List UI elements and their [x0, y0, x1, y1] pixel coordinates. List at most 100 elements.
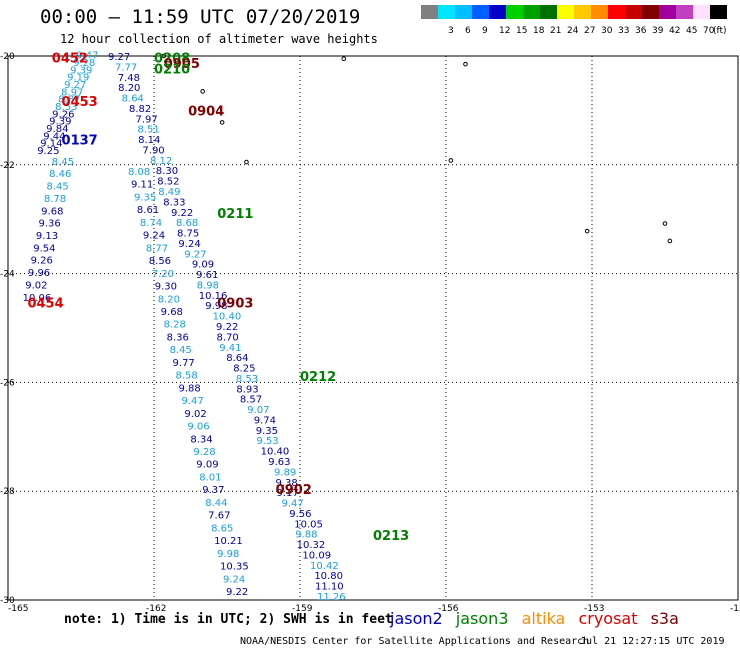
scale-swatch — [693, 5, 710, 19]
scale-label: 24 — [567, 26, 579, 36]
scale-label: 18 — [533, 26, 545, 36]
wave-height-value: 7.90 — [142, 145, 164, 156]
wave-height-value: 9.27 — [108, 52, 130, 63]
map-subtitle: 12 hour collection of altimeter wave hei… — [60, 32, 378, 46]
scale-swatch — [455, 5, 472, 19]
map-title: 00:00 – 11:59 UTC 07/20/2019 — [40, 6, 361, 28]
scale-swatch — [438, 5, 455, 19]
wave-height-value: 8.34 — [190, 434, 212, 445]
wave-height-value: 10.35 — [220, 562, 249, 573]
wave-height-value: 9.24 — [143, 231, 165, 242]
wave-height-value: 9.02 — [25, 280, 47, 291]
wave-height-value: 9.09 — [192, 260, 214, 271]
wave-height-value: 9.53 — [256, 436, 278, 447]
y-tick-label: -24 — [0, 270, 15, 280]
wave-height-value: 8.45 — [52, 157, 74, 168]
wave-height-value: 9.41 — [219, 343, 241, 354]
island-dot — [584, 228, 590, 234]
island-dot — [463, 61, 468, 67]
wave-height-value: 10.09 — [302, 550, 331, 561]
scale-swatch — [710, 5, 727, 19]
wave-height-value: 8.68 — [176, 218, 198, 229]
scale-label: 45 — [686, 26, 698, 36]
island-dot — [662, 221, 668, 226]
wave-height-value: 10.40 — [261, 447, 290, 458]
wave-height-value: 9.24 — [178, 239, 200, 250]
wave-height-value: 8.82 — [129, 104, 151, 115]
wave-height-value: 7.67 — [208, 511, 230, 522]
x-tick-label: -150 — [730, 604, 740, 614]
wave-height-value: 9.47 — [281, 499, 303, 510]
wave-height-value: 9.63 — [268, 457, 290, 468]
wave-height-value: 8.93 — [236, 384, 258, 395]
x-tick-label: -162 — [146, 604, 166, 614]
island-dot — [161, 53, 167, 59]
wave-height-value: 8.51 — [137, 125, 159, 136]
wave-height-value: 9.84 — [46, 124, 68, 135]
wave-height-value: 9.39 — [49, 117, 71, 128]
wave-height-value: 8.14 — [138, 135, 160, 146]
wave-height-value: 8.46 — [49, 169, 71, 180]
pass-time-label: 0903 — [217, 297, 253, 312]
wave-height-value: 8.49 — [158, 187, 180, 198]
scale-label: 42 — [669, 26, 681, 36]
wave-height-value: 10.21 — [214, 536, 243, 547]
wave-height-value: 8.30 — [156, 166, 178, 177]
wave-height-value: 9.36 — [39, 219, 61, 230]
island-dot — [200, 89, 205, 94]
scale-swatch — [608, 5, 625, 19]
wave-height-value: 9.56 — [289, 509, 311, 520]
pass-time-label: 0902 — [276, 483, 312, 498]
wave-height-value: 9.19 — [67, 73, 89, 84]
wave-height-value: 9.22 — [171, 208, 193, 219]
scale-label: 39 — [652, 26, 664, 36]
wave-height-value: 8.28 — [164, 320, 186, 331]
island-dot — [341, 56, 347, 62]
scale-swatch — [523, 5, 540, 19]
wave-height-value: 8.61 — [137, 205, 159, 216]
wave-height-value: 8.45 — [46, 182, 68, 193]
satellite-legend: jason2 jason3 altika cryosat s3a — [390, 609, 687, 628]
pass-time-label: 0904 — [188, 104, 224, 119]
scale-label: 15 — [516, 26, 528, 36]
scale-label: 36 — [635, 26, 647, 36]
wave-height-value: 8.53 — [236, 374, 258, 385]
wave-height-value: 9.14 — [40, 139, 62, 150]
wave-height-value: 9.89 — [274, 467, 296, 478]
x-tick-label: -159 — [292, 604, 313, 614]
wave-height-value: 9.39 — [70, 65, 92, 76]
wave-height-value: 9.02 — [184, 409, 206, 420]
wave-height-value: 10.42 — [310, 561, 339, 572]
scale-swatch — [625, 5, 642, 19]
wave-height-value: 8.12 — [150, 156, 172, 167]
legend-s3a: s3a — [650, 609, 679, 628]
wave-height-value: 8.65 — [211, 523, 233, 534]
pass-time-label: 0210 — [154, 63, 190, 78]
wave-height-value: 8.77 — [146, 243, 168, 254]
wave-height-value: 9.06 — [187, 422, 209, 433]
pass-time-label: 0212 — [300, 370, 336, 385]
wave-height-value: 10.05 — [294, 519, 323, 530]
scale-unit: (ft) — [713, 26, 727, 36]
scale-swatch — [489, 5, 506, 19]
legend-jason3: jason3 — [455, 609, 509, 628]
wave-height-value: 9.37 — [202, 485, 224, 496]
wave-height-value: 9.35 — [134, 192, 156, 203]
wave-height-value: 8.78 — [44, 194, 66, 205]
wave-height-value: 7.97 — [135, 114, 157, 125]
wave-height-value: 9.68 — [41, 206, 63, 217]
wave-height-value: 9.47 — [181, 396, 203, 407]
wave-height-value: 8.20 — [118, 83, 140, 94]
wave-height-value: 9.30 — [155, 282, 177, 293]
wave-height-value: 7.77 — [115, 62, 137, 73]
wave-height-value: 8.36 — [167, 332, 189, 343]
y-tick-label: -20 — [0, 52, 15, 62]
x-tick-label: -165 — [8, 604, 28, 614]
scale-swatch — [574, 5, 591, 19]
scale-label: 27 — [584, 26, 596, 36]
map-frame — [7, 55, 739, 601]
footer-note: note: 1) Time is in UTC; 2) SWH is in fe… — [64, 612, 393, 627]
scale-label: 6 — [465, 26, 471, 36]
wave-height-value: 9.07 — [247, 405, 269, 416]
scale-swatch — [659, 5, 676, 19]
